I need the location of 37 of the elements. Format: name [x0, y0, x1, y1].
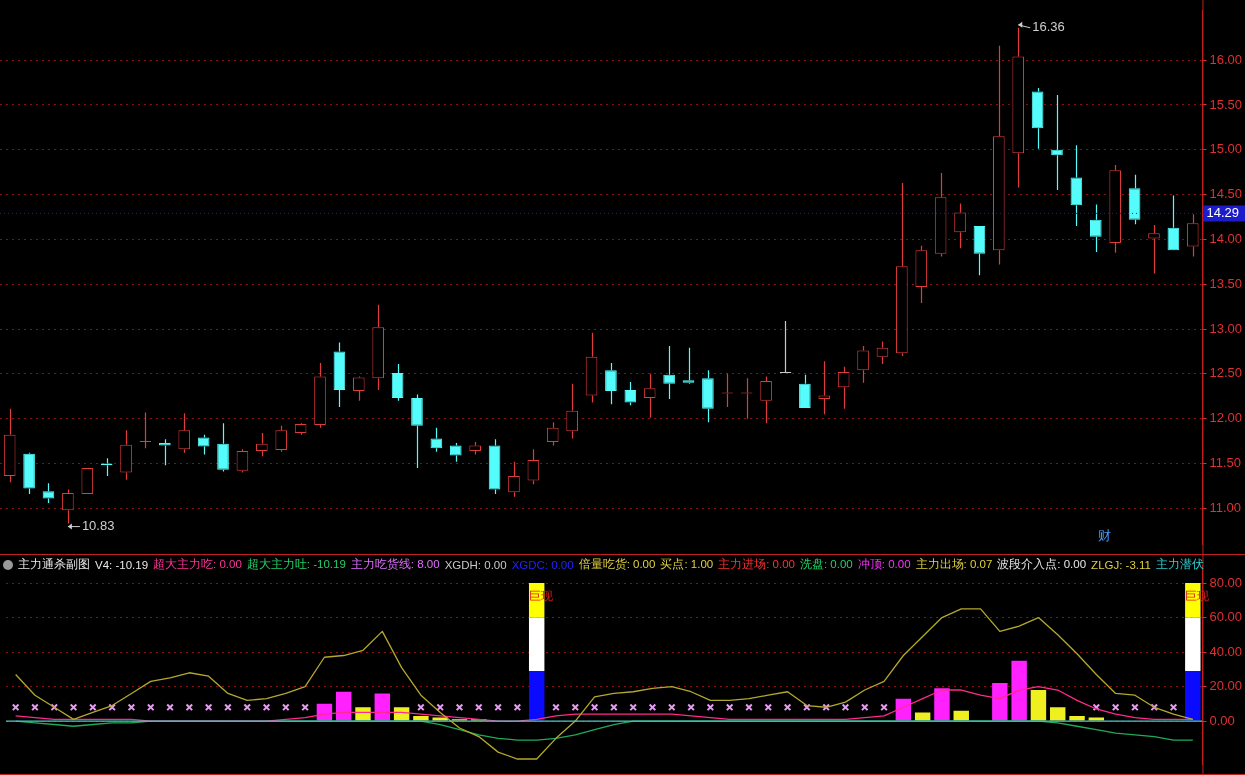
y-tick-label: 16.00 — [1209, 51, 1243, 67]
annotation: XGDC: 0.00 — [511, 558, 574, 571]
y-tick-label: 60.00 — [1209, 609, 1243, 625]
annotation: 波段介入点: 0.00 — [997, 557, 1087, 572]
y-tick-label: 13.50 — [1209, 275, 1243, 291]
annotation: 巨现 — [1184, 589, 1209, 604]
annotation: 冲顶: 0.00 — [857, 557, 911, 572]
annotation: 超大主力吐: -10.19 — [246, 557, 346, 572]
y-tick-label: 20.00 — [1209, 678, 1243, 694]
y-tick-label: 14.00 — [1209, 230, 1243, 246]
ref-line-label: 14.29 — [1206, 204, 1240, 220]
annotation: 16.36 — [1032, 19, 1065, 35]
y-tick-label: 12.50 — [1209, 365, 1243, 381]
annotation: 主力进场: 0.00 — [718, 557, 795, 572]
y-tick-label: 11.00 — [1209, 499, 1242, 515]
y-tick-label: 11.50 — [1209, 455, 1242, 471]
annotation: 洗盘: 0.00 — [799, 557, 853, 572]
annotation: 主力出场: 0.07 — [915, 557, 993, 572]
y-tick-label: 14.50 — [1209, 186, 1243, 202]
annotation: XGDH: 0.00 — [444, 558, 507, 571]
annotation: 超大主力吃: 0.00 — [153, 557, 242, 572]
annotation: 倍量吃货: 0.00 — [578, 557, 656, 572]
chart-title: 主力通杀副图 — [18, 557, 90, 572]
annotation: 主力吃货线: 8.00 — [350, 557, 440, 572]
annotation: 买点: 1.00 — [660, 557, 714, 572]
annotation: 10.83 — [81, 518, 115, 534]
y-tick-label: 13.00 — [1209, 320, 1243, 336]
y-tick-label: 0.00 — [1209, 712, 1235, 728]
y-tick-label: 80.00 — [1209, 574, 1243, 590]
annotation: 主力潜伏 — [1155, 557, 1204, 572]
annotation: ZLGJ: -3.11 — [1091, 558, 1151, 571]
annotation: 财 — [1098, 527, 1112, 543]
y-tick-label: 15.00 — [1209, 141, 1243, 157]
y-tick-label: 12.00 — [1209, 410, 1243, 426]
annotation: V4: -10.19 — [95, 558, 149, 571]
y-tick-label: 15.50 — [1209, 96, 1243, 112]
y-tick-label: 40.00 — [1209, 643, 1243, 659]
